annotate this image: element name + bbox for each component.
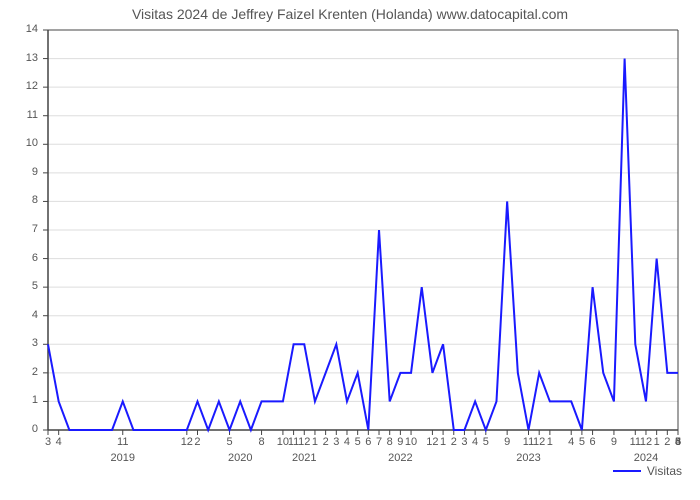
- x-tick-label: 9: [611, 436, 617, 448]
- x-tick-label: 6: [590, 436, 596, 448]
- y-tick-label: 2: [0, 366, 38, 378]
- x-year-label: 2023: [516, 452, 540, 464]
- legend-swatch: [613, 470, 641, 472]
- x-tick-label: 5: [226, 436, 232, 448]
- x-tick-label: 6: [365, 436, 371, 448]
- y-tick-label: 11: [0, 109, 38, 121]
- y-tick-label: 9: [0, 166, 38, 178]
- x-year-label: 2019: [110, 452, 134, 464]
- x-tick-label: 12: [181, 436, 193, 448]
- x-year-label: 2022: [388, 452, 412, 464]
- y-tick-label: 5: [0, 280, 38, 292]
- x-tick-label: 2: [323, 436, 329, 448]
- x-tick-label: 12: [298, 436, 310, 448]
- x-tick-label: 4: [56, 436, 62, 448]
- x-tick-label: 7: [376, 436, 382, 448]
- x-tick-label: 1: [654, 436, 660, 448]
- x-tick-label: 8: [258, 436, 264, 448]
- y-tick-label: 8: [0, 194, 38, 206]
- x-tick-label: 4: [472, 436, 478, 448]
- x-tick-label: 4: [568, 436, 574, 448]
- x-tick-label: 8: [387, 436, 393, 448]
- y-tick-label: 4: [0, 309, 38, 321]
- x-tick-label: 5: [483, 436, 489, 448]
- x-tick-label: 3: [461, 436, 467, 448]
- x-tick-label: 6: [675, 436, 681, 448]
- y-tick-label: 10: [0, 137, 38, 149]
- x-tick-label: 1: [312, 436, 318, 448]
- x-tick-label: 11: [117, 436, 128, 448]
- x-tick-label: 2: [451, 436, 457, 448]
- y-tick-label: 7: [0, 223, 38, 235]
- y-tick-label: 6: [0, 252, 38, 264]
- line-chart: [48, 30, 678, 430]
- x-tick-label: 2: [194, 436, 200, 448]
- x-tick-label: 12: [533, 436, 545, 448]
- x-tick-label: 12: [426, 436, 438, 448]
- x-tick-label: 9: [504, 436, 510, 448]
- x-tick-label: 5: [355, 436, 361, 448]
- y-tick-label: 1: [0, 394, 38, 406]
- x-year-label: 2020: [228, 452, 252, 464]
- y-tick-label: 12: [0, 80, 38, 92]
- x-tick-label: 10: [405, 436, 417, 448]
- y-tick-label: 14: [0, 23, 38, 35]
- y-tick-label: 3: [0, 337, 38, 349]
- x-tick-label: 3: [45, 436, 51, 448]
- x-tick-label: 12: [640, 436, 652, 448]
- x-tick-label: 4: [344, 436, 350, 448]
- x-tick-label: 2: [664, 436, 670, 448]
- x-year-label: 2024: [634, 452, 658, 464]
- y-tick-label: 0: [0, 423, 38, 435]
- x-tick-label: 3: [333, 436, 339, 448]
- x-tick-label: 5: [579, 436, 585, 448]
- x-year-label: 2021: [292, 452, 316, 464]
- y-tick-label: 13: [0, 52, 38, 64]
- x-tick-label: 9: [397, 436, 403, 448]
- chart-container: Visitas 2024 de Jeffrey Faizel Krenten (…: [0, 0, 700, 500]
- x-tick-label: 1: [547, 436, 553, 448]
- legend-label: Visitas: [647, 464, 682, 478]
- legend: Visitas: [613, 464, 682, 478]
- chart-title: Visitas 2024 de Jeffrey Faizel Krenten (…: [0, 6, 700, 22]
- x-tick-label: 1: [440, 436, 446, 448]
